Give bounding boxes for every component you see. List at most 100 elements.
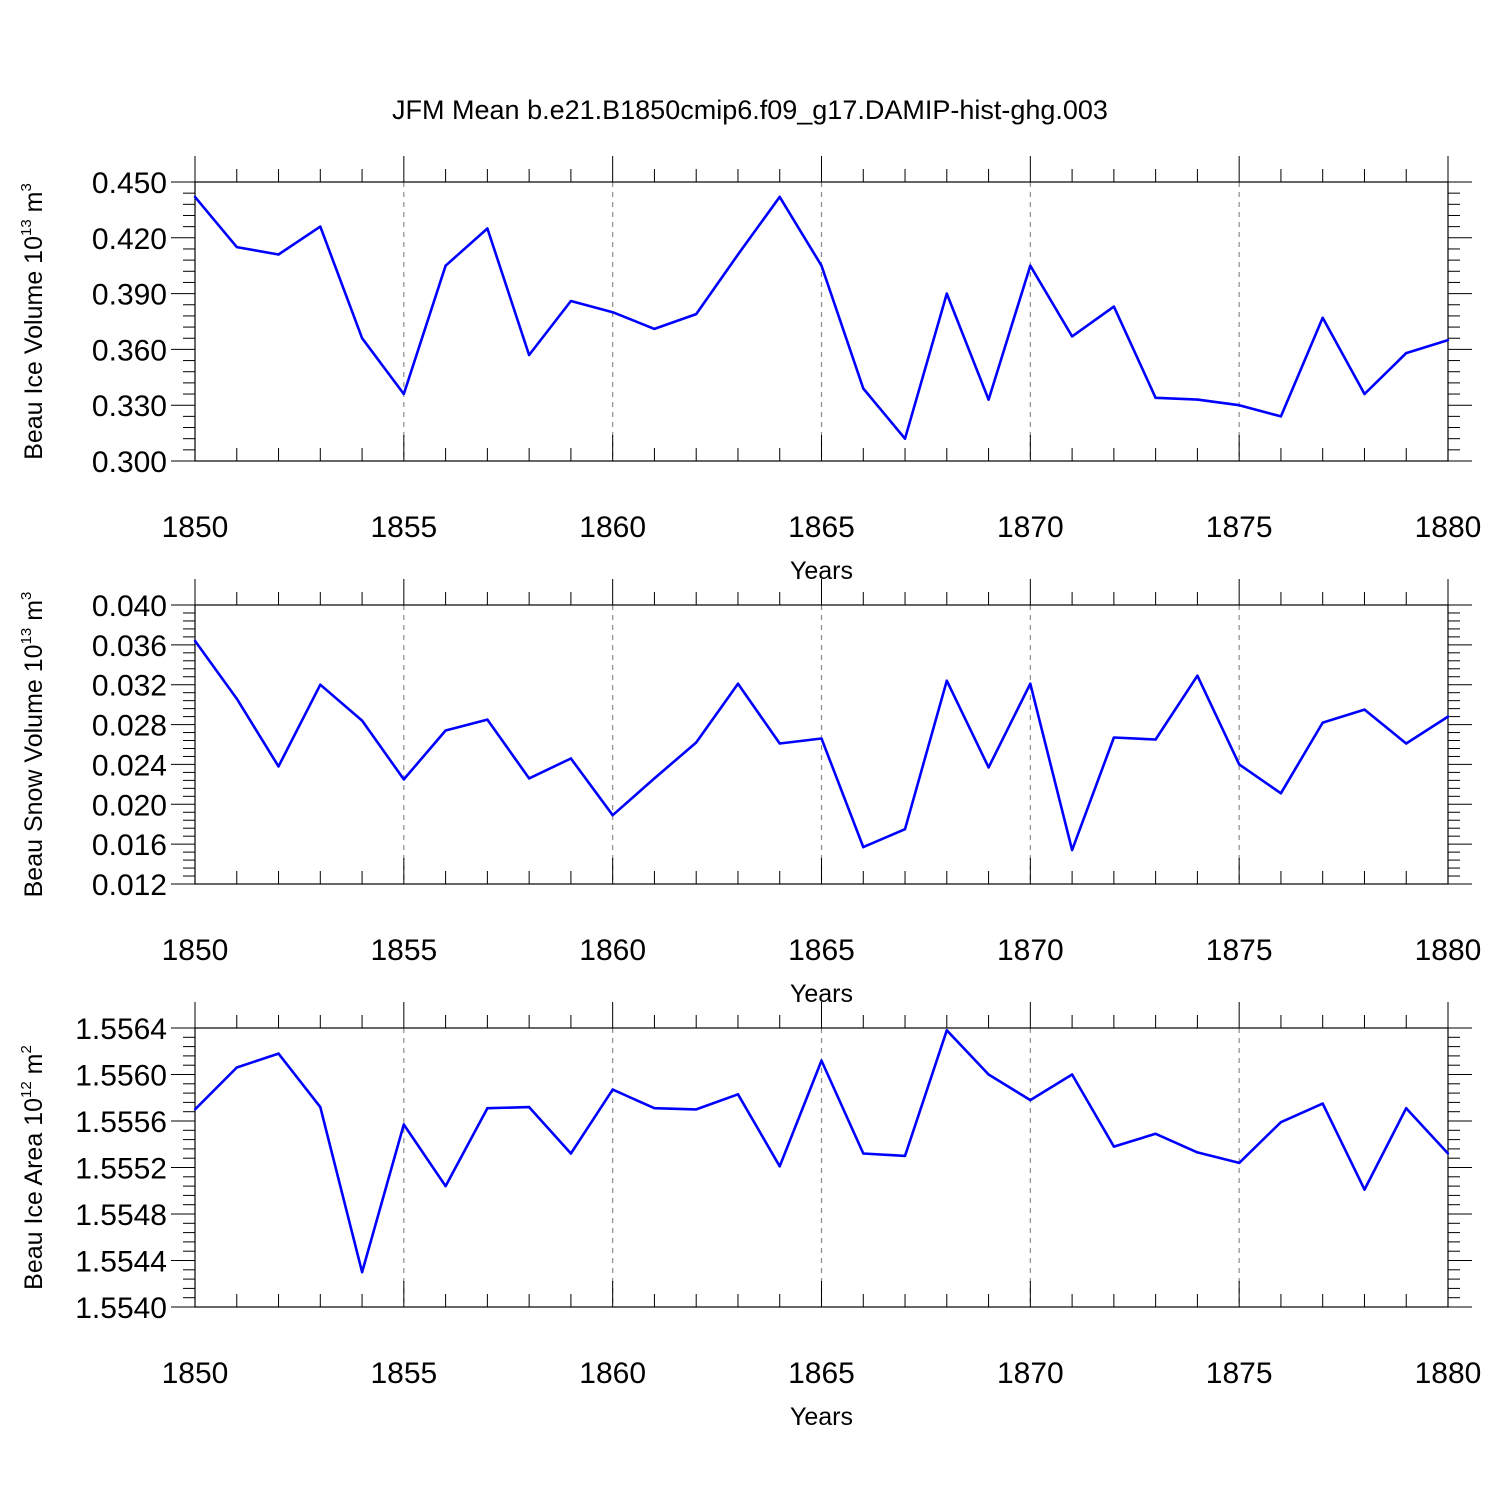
data-point (778, 742, 781, 745)
data-point (1363, 1188, 1366, 1191)
data-point (1279, 415, 1283, 418)
plot-frame (194, 1027, 1449, 1308)
data-point (277, 765, 280, 768)
data-point (527, 1105, 531, 1109)
data-point (360, 337, 364, 340)
x-tick-label: 1860 (579, 934, 646, 967)
data-point (611, 1088, 614, 1091)
figure-title: JFM Mean b.e21.B1850cmip6.f09_g17.DAMIP-… (392, 95, 1108, 125)
data-point (987, 766, 990, 769)
y-tick-label: 0.360 (92, 334, 167, 367)
data-point (736, 253, 740, 256)
data-point (987, 398, 990, 401)
data-point (1196, 398, 1199, 401)
y-tick-label: 0.300 (92, 446, 167, 479)
data-point (1405, 742, 1408, 745)
x-tick-label: 1855 (370, 1357, 437, 1390)
plot-frame (194, 181, 1449, 462)
data-point (1154, 396, 1157, 399)
y-axis-title: Beau Ice Area 1012 m2 (18, 1045, 48, 1290)
panel-3: 1.5540 1.5544 1.5548 1.5552 1.5556 1.5560 1.55… (18, 1002, 1481, 1431)
data-point (611, 311, 614, 314)
y-tick-label: 0.032 (92, 670, 167, 703)
data-point (903, 827, 907, 831)
x-tick-label: 1875 (1206, 934, 1273, 967)
data-point (1363, 392, 1366, 396)
data-point (862, 845, 865, 849)
data-point (1070, 335, 1074, 338)
y-tick-label: 0.024 (92, 749, 167, 782)
x-tick-label: 1850 (162, 934, 229, 967)
data-point (820, 1059, 823, 1062)
data-point (1112, 305, 1116, 308)
data-point (945, 1029, 948, 1032)
panel-1: 0.300 0.330 0.360 0.390 0.420 0.450 1850 1855 18… (18, 156, 1481, 585)
data-point (778, 195, 781, 199)
data-point (193, 639, 197, 643)
y-tick-label: 1.5560 (75, 1060, 167, 1093)
data-point (820, 264, 823, 267)
data-point (945, 679, 948, 682)
y-tick-label: 0.036 (92, 630, 167, 663)
x-axis-title: Years (790, 1403, 853, 1431)
data-point (778, 1165, 781, 1168)
data-point (235, 697, 238, 700)
y-tick-label: 0.028 (92, 710, 167, 743)
data-point (1070, 1073, 1074, 1076)
y-tick-label: 0.020 (92, 789, 167, 822)
y-tick-label: 0.330 (92, 390, 167, 423)
data-point (193, 195, 197, 199)
data-point (1154, 738, 1157, 741)
data-point (1321, 316, 1324, 319)
data-point (653, 777, 656, 780)
data-point (1279, 792, 1283, 795)
data-point (1321, 721, 1324, 724)
data-point (1446, 715, 1450, 718)
x-tick-label: 1870 (997, 934, 1064, 967)
x-tick-label: 1865 (788, 1357, 855, 1390)
data-point (862, 1152, 865, 1155)
panel-2: 0.012 0.016 0.020 0.024 0.028 0.032 0.036 0.040… (18, 579, 1481, 1008)
data-point (903, 437, 907, 440)
x-tick-label: 1875 (1206, 511, 1273, 544)
data-point (402, 392, 406, 396)
x-tick-label: 1880 (1415, 934, 1482, 967)
data-point (695, 312, 698, 316)
y-tick-label: 1.5552 (75, 1153, 167, 1186)
x-tick-label: 1865 (788, 934, 855, 967)
data-point (1405, 1107, 1408, 1110)
data-point (193, 1108, 197, 1111)
data-point (235, 1066, 238, 1069)
data-point (319, 225, 322, 228)
data-point (1279, 1120, 1283, 1124)
x-tick-label: 1870 (997, 1357, 1064, 1390)
y-axis-title: Beau Snow Volume 1013 m3 (18, 592, 48, 898)
data-point (1029, 1098, 1032, 1102)
x-tick-label: 1870 (997, 511, 1064, 544)
x-tick-label: 1855 (370, 934, 437, 967)
data-point (1029, 264, 1032, 267)
data-point (862, 387, 865, 390)
data-point (653, 1107, 656, 1110)
data-point (444, 729, 447, 732)
x-tick-label: 1860 (579, 511, 646, 544)
data-point (903, 1154, 907, 1158)
data-point (1154, 1132, 1157, 1135)
y-tick-label: 0.420 (92, 223, 167, 256)
data-point (1405, 351, 1408, 355)
data-point (1446, 338, 1450, 342)
plot-frame (194, 604, 1449, 885)
data-point (486, 718, 489, 721)
data-point (1029, 682, 1032, 685)
x-tick-label: 1880 (1415, 511, 1482, 544)
y-tick-label: 1.5540 (75, 1292, 167, 1325)
data-point (486, 227, 489, 230)
x-tick-label: 1880 (1415, 1357, 1482, 1390)
data-point (569, 1152, 573, 1155)
data-point (277, 1052, 280, 1055)
data-point (1237, 404, 1241, 407)
data-point (1363, 708, 1366, 711)
x-tick-label: 1860 (579, 1357, 646, 1390)
x-tick-label: 1850 (162, 1357, 229, 1390)
